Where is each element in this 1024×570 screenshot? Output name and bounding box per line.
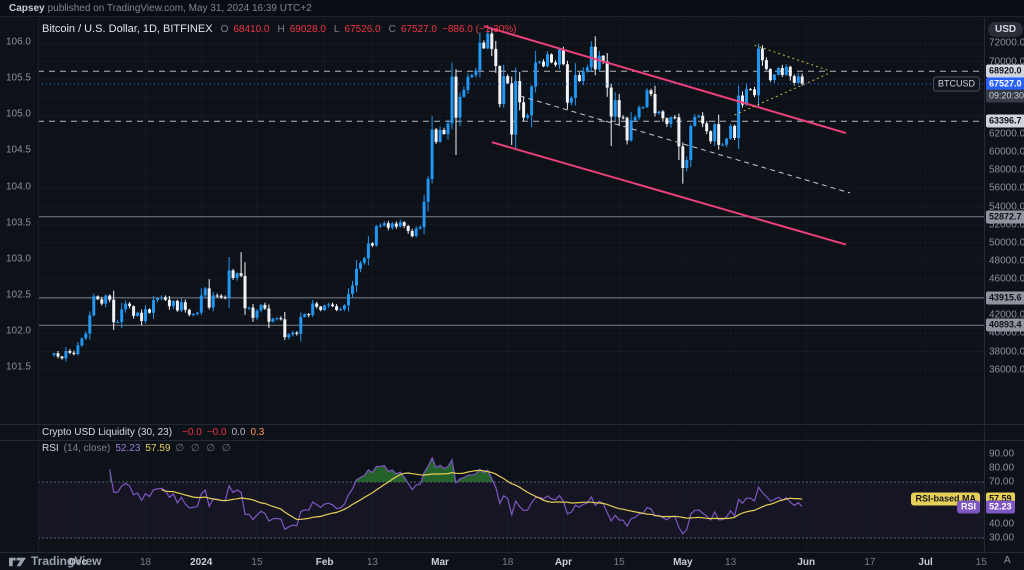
time-axis-label: Apr — [554, 557, 573, 568]
high-label: H — [277, 24, 285, 35]
price-axis-label: 72000.0 — [989, 37, 1024, 49]
auto-scale-button[interactable]: A — [1004, 555, 1011, 566]
left-axis-label: 103.5 — [5, 217, 31, 229]
publish-text: published on TradingView.com, May 31, 20… — [47, 2, 312, 14]
low-value: 67526.0 — [344, 24, 381, 35]
price-axis-label: 56000.0 — [989, 182, 1024, 194]
symbol-title[interactable]: Bitcoin / U.S. Dollar, 1D, BITFINEX — [42, 23, 213, 35]
tradingview-logo-icon — [9, 557, 26, 567]
open-value: 68410.0 — [233, 24, 270, 35]
time-axis-label: Dec — [68, 557, 88, 568]
price-axis-label: 58000.0 — [989, 164, 1024, 176]
time-axis-label: 15 — [251, 557, 263, 568]
price-axis-label: 54000.0 — [989, 201, 1024, 212]
liquidity-value: −0.0 — [182, 427, 202, 438]
time-axis-label: 13 — [725, 557, 737, 568]
time-axis-label: 15 — [975, 557, 987, 568]
price-axis-label: 40000.0 — [989, 327, 1024, 339]
rsi-value: 52.23 — [115, 443, 141, 454]
left-axis-label: 101.5 — [5, 361, 31, 373]
rsi-axis-label: 40.00 — [989, 518, 1015, 530]
time-axis-label: 13 — [366, 557, 378, 568]
liquidity-values: −0.0 −0.0 0.0 0.3 — [177, 427, 264, 438]
price-axis-label: 52000.0 — [989, 219, 1024, 231]
liquidity-title[interactable]: Crypto USD Liquidity (30, 23) — [42, 427, 173, 438]
rsi-value-badge: 52.23 — [986, 500, 1015, 514]
price-level-badge: 43915.6 — [986, 291, 1024, 305]
time-axis-label: 18 — [139, 557, 152, 568]
rsi-title[interactable]: RSI — [42, 443, 59, 454]
price-axis-label: 60000.0 — [989, 146, 1024, 158]
left-axis-label: 102.5 — [5, 289, 31, 301]
liquidity-value: 0.0 — [231, 427, 246, 438]
rsi-axis-label: 80.00 — [989, 462, 1015, 474]
left-axis-label: 102.0 — [5, 325, 31, 337]
left-price-scale[interactable]: 106.0 105.5 105.0 104.5 104.0 103.5 103.0 102.5… — [0, 0, 37, 552]
left-axis-label: 105.5 — [5, 72, 31, 84]
price-axis-label: 48000.0 — [989, 255, 1024, 267]
price-level-badge: 68920.0 — [986, 64, 1024, 78]
time-axis-label: 2024 — [190, 557, 213, 568]
rsi-axis-label: 30.00 — [989, 532, 1015, 544]
price-level-badge: 52872.7 — [986, 210, 1024, 224]
left-axis-label: 104.5 — [5, 144, 31, 156]
price-axis-label: 62000.0 — [989, 128, 1024, 140]
price-axis-label: 38000.0 — [989, 346, 1024, 357]
price-axis-label: 46000.0 — [989, 273, 1024, 285]
time-axis-label: 17 — [864, 557, 876, 568]
rsi-hidden-values: ∅ ∅ ∅ ∅ — [175, 443, 233, 454]
change-value: −886.0 (−1.30%) — [442, 24, 517, 35]
left-axis-label: 106.0 — [5, 36, 31, 48]
time-axis-label: Jul — [918, 557, 933, 568]
currency-toggle-button[interactable]: USD — [988, 22, 1024, 37]
time-scale[interactable]: Dec 18 2024 15 Feb 13 Mar 18 Apr 15 May 13 Jun 17 Jul 1… — [0, 552, 1024, 570]
liquidity-value: −0.0 — [206, 427, 227, 438]
liquidity-indicator-legend[interactable]: Crypto USD Liquidity (30, 23) −0.0 −0.0 0.… — [42, 427, 264, 438]
left-axis-label: 105.0 — [5, 108, 31, 120]
time-axis-label: 15 — [613, 557, 625, 568]
high-value: 69028.0 — [289, 24, 326, 35]
time-axis-label: Mar — [431, 557, 449, 568]
symbol-legend: Bitcoin / U.S. Dollar, 1D, BITFINEX O 684… — [42, 23, 517, 35]
rsi-indicator-legend[interactable]: RSI (14, close) 52.23 57.59 ∅ ∅ ∅ ∅ — [42, 443, 233, 454]
rsi-params: (14, close) — [63, 443, 111, 454]
publish-author: Capsey — [9, 2, 45, 14]
tradingview-logo[interactable]: TradingView — [9, 552, 101, 570]
time-axis-label: Feb — [315, 557, 334, 568]
close-label: C — [388, 24, 396, 35]
rsi-axis-label: 70.00 — [989, 476, 1015, 488]
time-axis-label: May — [673, 557, 693, 568]
left-axis-label: 104.0 — [5, 181, 31, 193]
price-axis-label: 50000.0 — [989, 237, 1024, 249]
symbol-price-tag: BTCUSD — [932, 76, 980, 92]
price-level-badge: 63396.7 — [986, 114, 1024, 128]
close-value: 67527.0 — [400, 24, 437, 35]
rsi-ma-value: 57.59 — [145, 443, 171, 454]
publish-bar: Capsey published on TradingView.com, May… — [0, 0, 1024, 17]
price-axis-label: 36000.0 — [989, 364, 1024, 376]
bar-countdown-badge: 09:20:30 — [986, 89, 1024, 103]
time-axis-label: Jun — [797, 557, 816, 568]
time-axis-label: 18 — [502, 557, 514, 568]
liquidity-value: 0.3 — [250, 427, 265, 438]
rsi-axis-label: 90.00 — [989, 448, 1015, 460]
tradingview-logo-text: TradingView — [31, 554, 102, 568]
open-label: O — [220, 24, 229, 35]
low-label: L — [333, 24, 340, 35]
price-axis-label: 70000.0 — [989, 56, 1024, 67]
left-axis-label: 103.0 — [5, 253, 31, 265]
rsi-line-tag: RSI — [956, 500, 980, 514]
price-axis-label: 42000.0 — [989, 309, 1024, 321]
right-price-scale[interactable]: 72000.0 70000.0 62000.0 60000.0 58000.0 56000… — [984, 0, 1024, 570]
current-price-badge: 67527.0 — [986, 77, 1024, 91]
price-level-badge: 40893.4 — [986, 318, 1024, 332]
